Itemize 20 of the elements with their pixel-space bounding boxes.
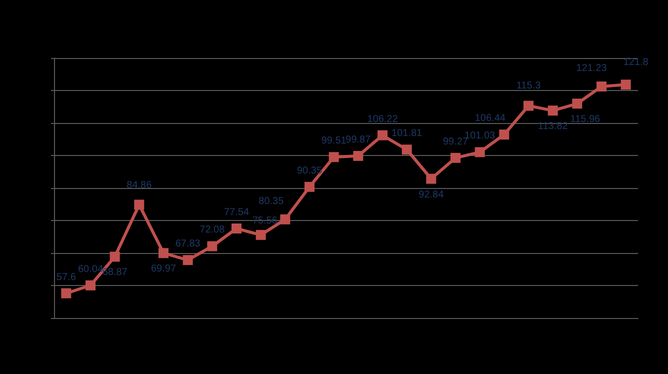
data-label: 121.8 — [623, 57, 649, 68]
data-label: 72.08 — [200, 224, 226, 236]
data-label: 106.44 — [474, 113, 506, 124]
data-label: 67.83 — [175, 238, 201, 250]
data-label: 115.3 — [516, 80, 542, 92]
data-label: 115.96 — [570, 114, 601, 126]
data-label: 80.35 — [258, 196, 284, 207]
data-label: 60.04 — [78, 264, 104, 275]
data-label: 92.84 — [418, 189, 444, 200]
data-label: 90.35 — [296, 165, 322, 176]
data-label: 57.6 — [56, 272, 76, 283]
data-label: 99.51 — [321, 136, 347, 147]
data-label: 68.87 — [102, 267, 128, 278]
data-label: 69.97 — [150, 264, 176, 275]
data-label: 77.54 — [224, 206, 250, 218]
data-label: 106.22 — [367, 114, 398, 125]
data-label: 121.23 — [576, 63, 608, 74]
data-label: 99.87 — [346, 134, 372, 146]
data-label: 101.81 — [392, 128, 423, 140]
data-label: 113.82 — [538, 121, 568, 132]
